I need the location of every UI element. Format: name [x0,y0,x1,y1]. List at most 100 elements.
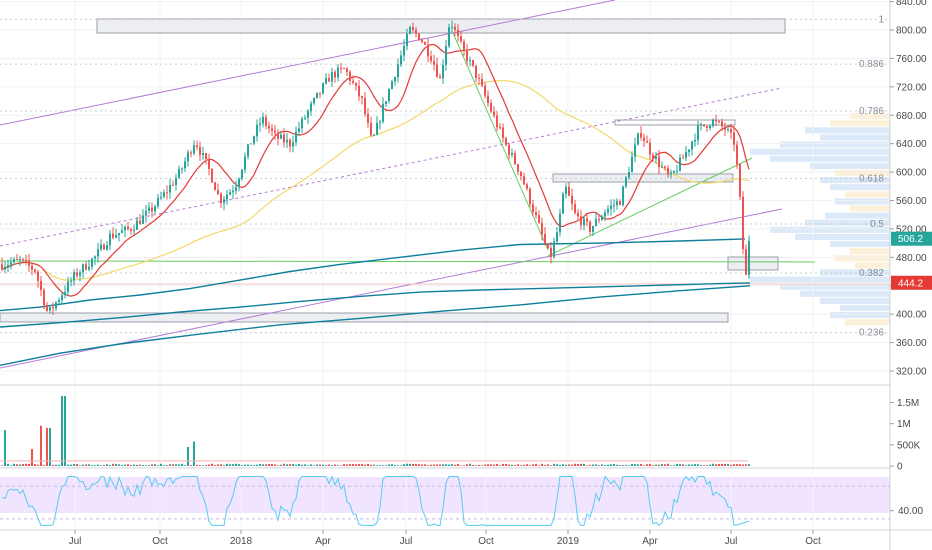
volume-bar [175,464,177,466]
volume-bar [364,464,366,466]
volume-bar [544,464,546,466]
candle-body [391,81,393,90]
volume-bar [97,464,99,466]
volume-bar [613,463,615,466]
profile-bar [845,319,890,326]
profile-bar [805,219,890,226]
candle-body [85,264,87,270]
candle-body [742,196,744,250]
candle-body [418,33,420,41]
volume-bar [571,464,573,466]
candle-body [460,36,462,42]
candle-body [97,249,99,257]
time-tick-label: Jul [400,536,413,547]
candle-body [748,240,750,275]
volume-bar [214,465,216,466]
volume-bar [511,464,513,466]
volume-bar [667,463,669,466]
volume-bar [280,464,282,466]
moving-averages [0,44,751,366]
volume-bar [448,464,450,466]
candle-body [628,172,630,178]
candle-body [253,136,255,144]
time-tick-label: Oct [478,536,494,547]
volume-bar [238,464,240,466]
volume-bar [88,464,90,466]
candle-body [79,272,81,276]
volume-bar [694,464,696,466]
volume-bar [64,396,66,466]
candle-body [301,118,303,129]
volume-bar [712,463,714,466]
candle-body [289,139,291,147]
profile-bar [850,113,890,120]
candle-body [169,184,171,193]
volume-bar [409,463,411,466]
trend-up [547,157,753,257]
candle-body [631,156,633,173]
volume-bar [580,463,582,466]
candle-body [343,68,345,70]
candle-body [682,157,684,159]
volume-bar [319,464,321,466]
volume-bar [379,465,381,466]
volume-bar [112,463,114,466]
volume-bar [616,464,618,466]
candle-body [55,302,57,309]
candle-body [547,243,549,248]
volume-bar [154,464,156,466]
candle-body [205,153,207,159]
candle-body [541,222,543,235]
volume-bar [184,465,186,466]
volume-bar [643,465,645,466]
volume-bar [229,464,231,466]
candle-body [160,196,162,198]
candle-body [589,221,591,232]
candle-body [715,120,717,122]
volume-bar [166,465,168,466]
candle-body [130,228,132,231]
candle-body [220,193,222,204]
volume-bar [469,463,471,466]
candle-body [574,204,576,213]
candle-body [316,92,318,98]
volume-bar [505,463,507,466]
candle-body [484,85,486,96]
volume-bar [655,464,657,466]
candle-body [463,41,465,50]
profile-bar [850,248,890,255]
candle-body [526,184,528,189]
candle-body [646,141,648,143]
candle-body [592,226,594,232]
candle-body [448,27,450,46]
volume-bar [574,463,576,466]
profile-bar [770,226,890,233]
candle-body [532,204,534,213]
candle-body [601,216,603,221]
volume-bar [394,465,396,466]
candle-body [439,76,441,79]
candle-body [259,123,261,125]
candle-body [208,158,210,169]
volume-bar [373,464,375,466]
volume-bar [52,464,54,466]
volume-bar [250,464,252,466]
volume-bar [211,463,213,466]
profile-bar [750,148,890,155]
candle-body [298,128,300,132]
candle-body [415,29,417,34]
candle-body [196,145,198,148]
vwap-upper-line [0,238,746,312]
volume-bar [262,464,264,466]
candle-body [553,241,555,257]
candle-body [745,249,747,275]
candle-body [388,89,390,102]
candle-body [166,192,168,194]
volume-bar [55,464,57,466]
zone-box [727,256,779,271]
volume-bar [235,463,237,466]
volume-bar [223,465,225,466]
candle-body [442,64,444,79]
